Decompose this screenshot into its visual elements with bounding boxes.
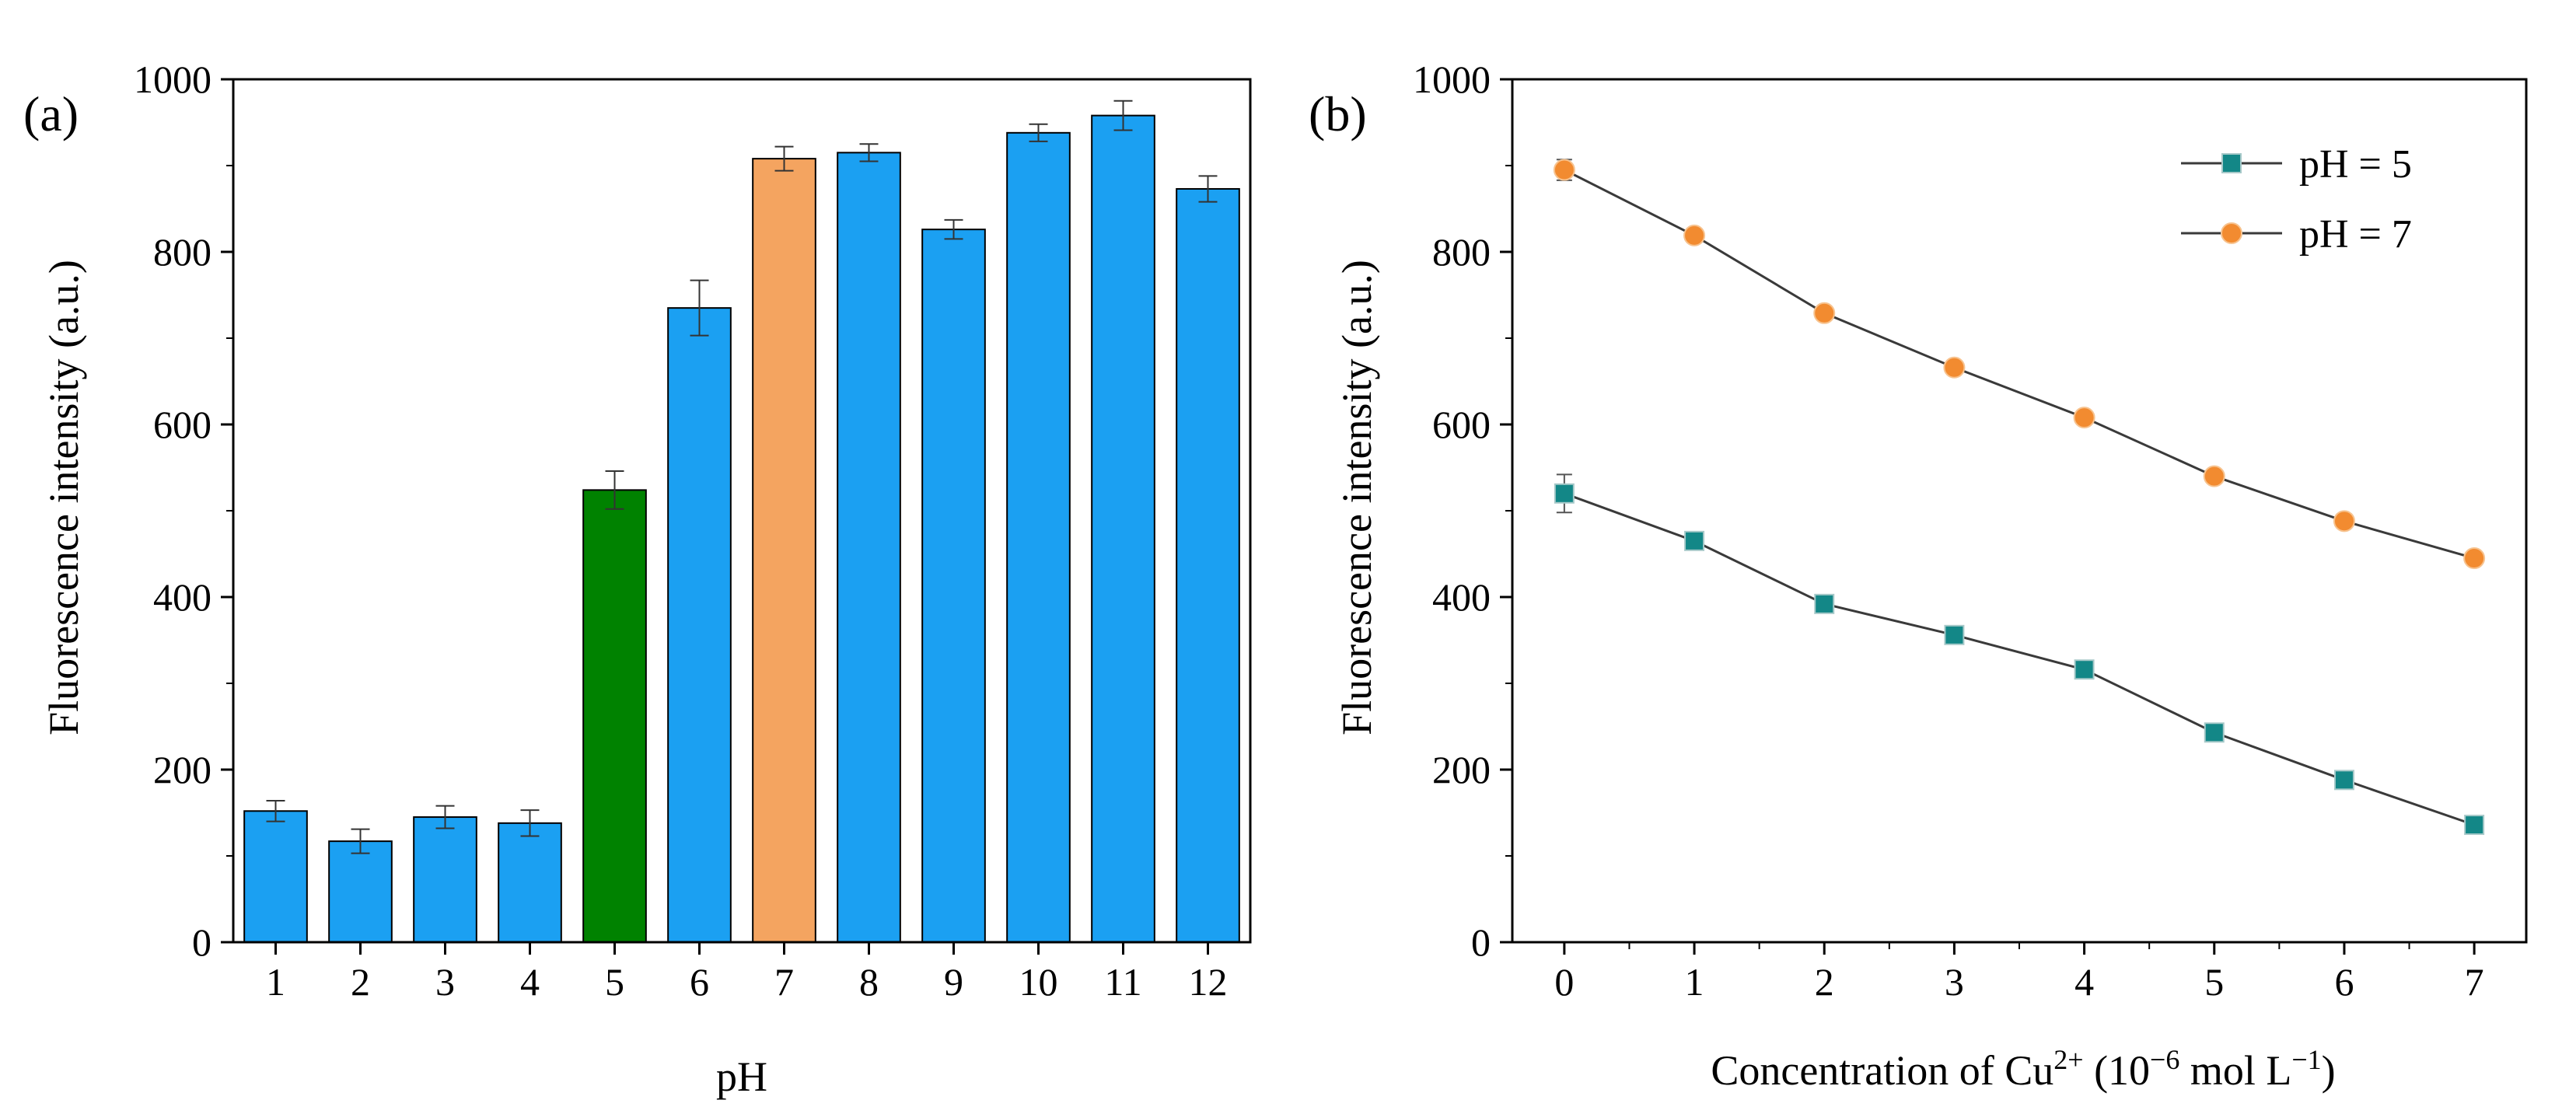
x-tick-label: 4 [2074,960,2094,1004]
y-tick-label: 1000 [134,58,211,101]
x-tick-label: 8 [859,960,879,1004]
x-tick-label: 7 [2465,960,2484,1004]
legend-label-ph7: pH = 7 [2299,212,2412,257]
bar-ph-9 [921,229,986,943]
x-tick-label: 3 [1945,960,1964,1004]
data-point-ph5 [1684,530,1705,551]
legend-label-ph5: pH = 5 [2299,142,2412,187]
series-line-ph5 [1564,492,2475,826]
data-point-ph5 [2204,722,2225,743]
data-point-ph7 [1553,159,1575,181]
x-tick-label: 5 [2204,960,2224,1004]
data-point-ph5 [2074,659,2095,680]
x-tick-label: 7 [774,960,794,1004]
x-tick-label: 11 [1104,960,1141,1004]
panel-a-y-axis-title: Fluorescence intensity (a.u.) [40,260,87,735]
bar-ph-12 [1176,187,1240,944]
y-tick-label: 600 [153,403,211,446]
x-tick-label: 1 [1685,960,1704,1004]
panel-b-label: (b) [1309,86,1367,141]
panel-a-x-axis-title: pH [716,1053,767,1100]
bar-ph-1 [243,810,308,944]
bar-ph-8 [837,152,901,944]
x-title-mid: (10 [2084,1047,2150,1094]
bar-ph-11 [1091,114,1155,943]
bar-ph-7 [752,158,816,943]
x-title-sup-exponent: −6 [2150,1044,2179,1075]
x-tick-label: 1 [266,960,285,1004]
legend-marker-ph5 [2221,153,2242,173]
x-tick-label: 2 [351,960,370,1004]
bar-ph-2 [328,840,393,943]
panel-a-label: (a) [23,86,79,141]
y-tick-label: 1000 [1413,58,1491,101]
bar-ph-10 [1006,131,1071,944]
data-point-ph7 [1813,302,1836,324]
y-tick-label: 400 [153,575,211,619]
legend-marker-ph7 [2221,222,2242,244]
x-tick-label: 12 [1189,960,1228,1004]
y-tick-label: 0 [192,920,211,964]
data-point-ph7 [2333,510,2355,533]
panel-b-frame [1511,78,2528,944]
bar-ph-3 [413,816,477,944]
panel-b: (b) Fluorescence intensity (a.u.) Concen… [1309,58,2528,1094]
data-point-ph7 [1683,224,1706,246]
data-point-ph5 [1944,624,1965,645]
y-tick-label: 200 [1432,748,1491,791]
panel-b-legend: pH = 5 pH = 7 [2181,142,2412,257]
x-tick-label: 6 [2334,960,2354,1004]
x-title-unit: mol L [2179,1047,2291,1094]
x-title-main: Concentration of Cu [1711,1047,2053,1094]
data-point-ph5 [1814,593,1835,614]
y-tick-label: 600 [1432,403,1491,446]
x-tick-label: 9 [944,960,963,1004]
y-tick-label: 800 [1432,230,1491,274]
data-point-ph7 [1943,356,1966,379]
data-point-ph5 [2464,815,2485,836]
series-line-ph7 [1564,169,2475,560]
panel-b-x-axis-title: Concentration of Cu2+ (10−6 mol L−1) [1711,1044,2335,1094]
data-point-ph7 [2203,465,2225,487]
bar-ph-4 [498,822,562,943]
y-tick-label: 0 [1471,920,1491,964]
data-point-ph5 [2333,770,2354,791]
x-tick-label: 5 [605,960,624,1004]
x-title-sup-cu-charge: 2+ [2053,1044,2083,1075]
data-point-ph7 [2073,407,2095,429]
x-tick-label: 4 [520,960,540,1004]
x-tick-label: 0 [1554,960,1574,1004]
x-tick-label: 6 [690,960,709,1004]
data-point-ph7 [2463,547,2486,570]
panel-a-frame [232,78,1252,944]
panel-b-plot-area: 0 1 2 3 4 5 6 7 0 200 400 600 800 1000 [1413,58,2528,1004]
x-tick-label: 10 [1019,960,1058,1004]
y-tick-label: 800 [153,230,211,274]
bar-ph-6 [667,307,732,943]
x-title-end: ) [2322,1047,2336,1094]
data-point-ph5 [1554,483,1575,504]
bar-ph-5 [582,489,647,943]
x-tick-label: 3 [435,960,455,1004]
x-title-sup-unit-exponent: −1 [2291,1044,2321,1075]
panel-b-y-axis-title: Fluorescence intensity (a.u.) [1333,260,1380,735]
x-tick-label: 2 [1815,960,1834,1004]
y-tick-label: 400 [1432,575,1491,619]
y-tick-label: 200 [153,748,211,791]
